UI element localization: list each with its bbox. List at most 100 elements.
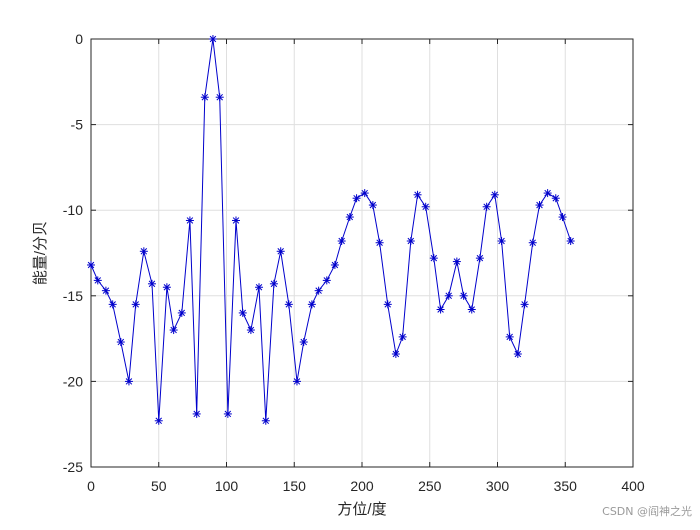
y-tick-label: -20: [63, 373, 83, 389]
marker-stroke: [216, 93, 223, 101]
marker-stroke: [536, 201, 543, 209]
marker-stroke: [308, 301, 316, 308]
x-tick-label: 200: [350, 478, 374, 494]
data-point: [429, 254, 438, 263]
data-point: [108, 300, 117, 309]
data-point: [87, 260, 95, 269]
marker-stroke: [483, 203, 490, 211]
marker-stroke: [140, 248, 148, 255]
marker-stroke: [285, 301, 293, 308]
y-tick-label: 0: [75, 31, 83, 47]
data-point: [352, 194, 361, 203]
marker-stroke: [346, 213, 354, 221]
data-point: [269, 279, 278, 288]
marker-stroke: [506, 333, 513, 341]
marker-stroke: [255, 283, 263, 291]
data-point: [177, 308, 186, 317]
marker-stroke: [514, 350, 522, 358]
data-point: [215, 93, 224, 102]
data-point: [337, 237, 346, 246]
marker-stroke: [559, 213, 566, 221]
data-point: [208, 35, 217, 43]
data-point: [345, 213, 354, 222]
data-point: [255, 283, 264, 292]
data-point: [162, 283, 171, 292]
marker-stroke: [293, 378, 301, 385]
data-point: [200, 93, 209, 102]
marker-stroke: [178, 309, 186, 317]
data-point: [406, 237, 415, 246]
data-point: [93, 276, 102, 285]
data-point: [513, 350, 522, 359]
marker-stroke: [315, 287, 322, 294]
marker-stroke: [369, 201, 377, 209]
marker-stroke: [170, 326, 177, 334]
data-point: [101, 286, 110, 295]
x-axis-label: 方位/度: [337, 501, 386, 518]
data-point: [292, 377, 301, 386]
data-point: [314, 286, 323, 295]
data-point: [398, 332, 407, 341]
data-point: [231, 216, 240, 225]
marker-stroke: [300, 338, 307, 346]
marker-stroke: [529, 239, 536, 246]
x-tick-label: 350: [554, 478, 578, 494]
marker-stroke: [437, 306, 444, 313]
marker-stroke: [277, 248, 284, 255]
y-tick-label: -5: [71, 117, 84, 133]
data-point: [307, 300, 316, 309]
marker-stroke: [186, 217, 194, 224]
marker-stroke: [445, 292, 452, 300]
marker-stroke: [109, 301, 116, 308]
data-point: [421, 202, 430, 211]
axis-ticks: 0 50 100 150 200 250 300 350 400 0 -5 -10 -15 -20 -25: [63, 31, 645, 494]
data-point: [505, 332, 514, 341]
data-point: [490, 190, 499, 199]
data-point: [543, 189, 552, 198]
marker-stroke: [247, 326, 255, 334]
data-point: [413, 190, 422, 199]
marker-stroke: [117, 338, 125, 346]
x-tick-label: 250: [418, 478, 442, 494]
marker-stroke: [163, 283, 171, 291]
series-line: [90, 38, 572, 421]
data-point: [299, 338, 308, 347]
data-point: [261, 416, 270, 425]
data-point: [383, 300, 392, 309]
marker-stroke: [453, 258, 461, 265]
marker-stroke: [521, 301, 528, 308]
marker-stroke: [224, 410, 232, 418]
data-point: [528, 238, 537, 247]
data-point: [192, 409, 201, 418]
data-point: [116, 338, 125, 347]
marker-stroke: [239, 309, 247, 317]
x-tick-label: 100: [215, 478, 239, 494]
data-point: [452, 257, 461, 266]
data-point: [444, 291, 453, 300]
marker-stroke: [262, 417, 270, 425]
data-point: [330, 260, 339, 269]
marker-stroke: [392, 350, 400, 358]
marker-stroke: [87, 261, 95, 269]
marker-stroke: [270, 280, 278, 288]
marker-stroke: [468, 306, 476, 313]
data-point: [147, 279, 156, 288]
y-tick-label: -25: [63, 459, 83, 475]
marker-stroke: [132, 301, 139, 308]
marker-stroke: [422, 203, 429, 211]
data-point: [551, 194, 560, 203]
data-point: [360, 189, 369, 198]
marker-stroke: [125, 378, 133, 385]
marker-stroke: [399, 333, 406, 341]
data-point: [566, 237, 575, 246]
data-point: [131, 300, 140, 309]
data-point: [558, 213, 567, 222]
data-point: [284, 300, 293, 309]
marker-stroke: [361, 189, 368, 197]
data-point: [154, 416, 163, 425]
marker-stroke: [407, 237, 415, 245]
data-point: [535, 201, 544, 210]
marker-stroke: [544, 189, 551, 197]
data-point: [436, 305, 445, 314]
